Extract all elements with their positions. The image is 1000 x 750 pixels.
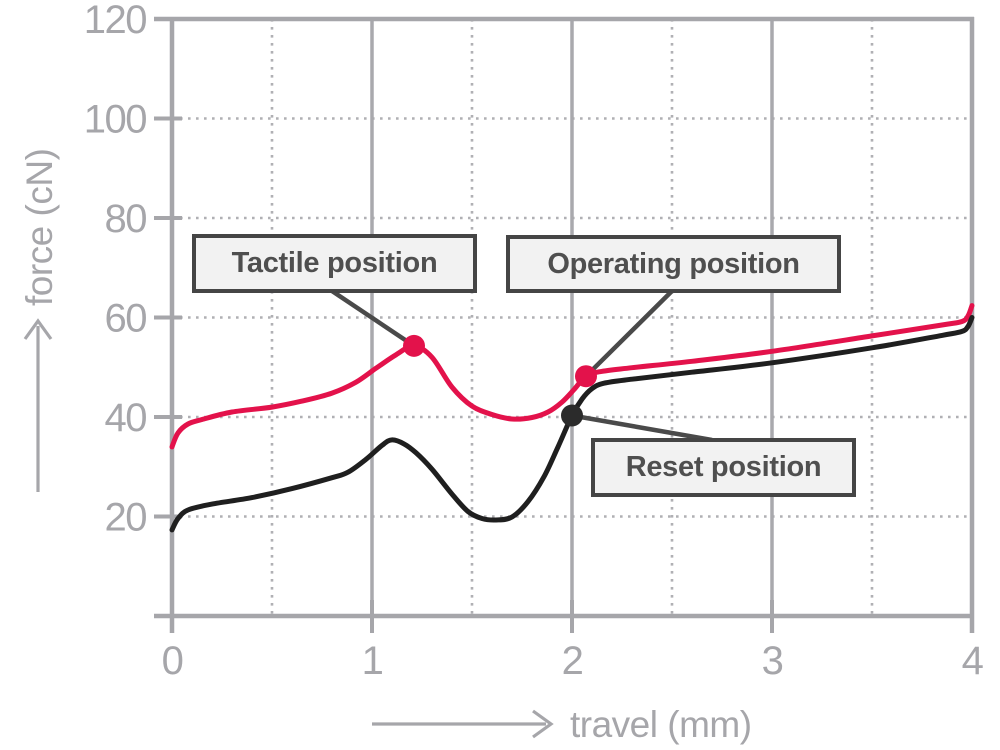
callout-operating-position: Operating position <box>506 235 841 293</box>
marker-dot <box>403 334 425 357</box>
y-tick-label: 80 <box>105 197 147 241</box>
marker-dot <box>575 365 597 388</box>
y-tick-label: 20 <box>105 496 147 540</box>
y-axis-title: force (cN) <box>19 149 60 306</box>
y-axis-arrowhead <box>23 318 53 340</box>
y-tick-label: 60 <box>105 297 147 341</box>
x-tick-label: 0 <box>162 639 183 683</box>
callout-connector-line <box>584 289 674 378</box>
callout-reset-position: Reset position <box>591 438 856 497</box>
callout-connector-line <box>571 413 713 443</box>
x-tick-label: 1 <box>362 639 383 683</box>
x-axis-title: travel (mm) <box>570 704 752 745</box>
y-tick-label: 100 <box>84 98 146 142</box>
callout-operating-position-label: Operating position <box>547 247 800 280</box>
marker-dot <box>561 404 583 427</box>
y-tick-label: 120 <box>84 0 146 42</box>
x-tick-label: 4 <box>962 639 984 683</box>
callout-tactile-position: Tactile position <box>192 234 477 293</box>
y-tick-label: 40 <box>105 396 147 440</box>
x-axis-arrowhead <box>532 709 554 739</box>
callout-connector-line <box>330 289 416 348</box>
callout-reset-position-label: Reset position <box>625 451 822 483</box>
release-force-curve <box>169 315 975 533</box>
press-force-curve <box>169 303 975 450</box>
callout-tactile-position-label: Tactile position <box>231 247 438 279</box>
x-tick-label: 2 <box>562 639 583 683</box>
x-tick-label: 3 <box>762 639 783 683</box>
